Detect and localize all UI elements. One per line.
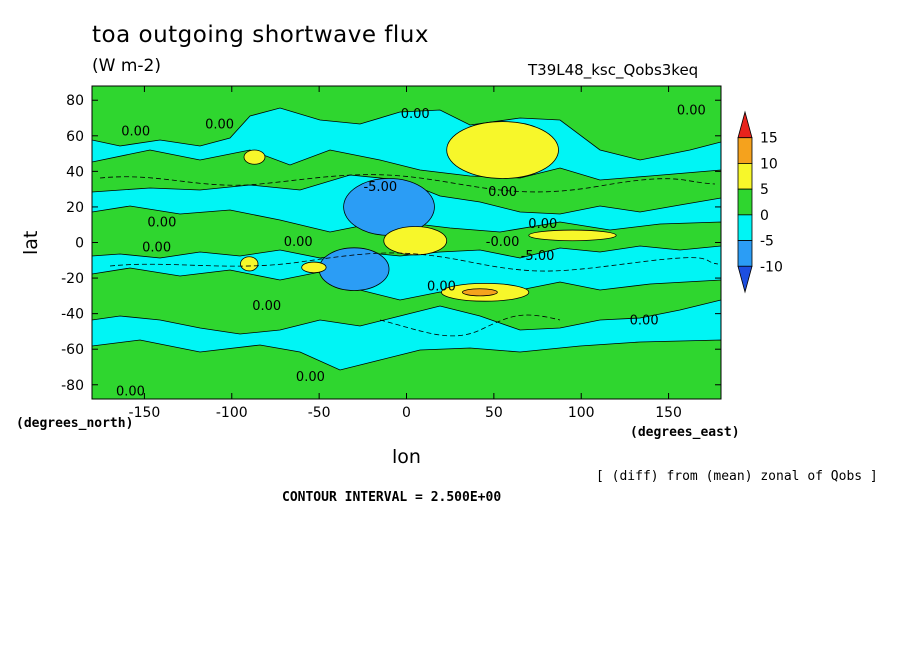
contour-feature-7 — [528, 229, 617, 242]
chart-units: (W m-2) — [92, 56, 161, 76]
contour-feature-2 — [243, 149, 266, 165]
colorbar-segment — [737, 188, 753, 216]
band-north-green — [92, 86, 721, 161]
contour-label-1: 0.00 — [205, 118, 234, 133]
contour-label-3: 0.00 — [677, 103, 706, 118]
contour-label-14: 0.00 — [630, 313, 659, 328]
contour-label-15: 0.00 — [296, 370, 325, 385]
x-tick-label: 150 — [655, 405, 682, 421]
colorbar-segment — [737, 265, 753, 294]
colorbar-label: 10 — [760, 156, 778, 172]
field-layer — [92, 86, 721, 399]
y-tick-label: -20 — [61, 271, 84, 287]
x-tick-label: 100 — [568, 405, 595, 421]
colorbar-label: 15 — [760, 131, 778, 147]
y-tick-label: -40 — [61, 307, 84, 323]
contour-label-16: 0.00 — [116, 384, 145, 399]
contour-label-9: -0.00 — [486, 235, 520, 250]
y-tick-label: 40 — [66, 164, 84, 180]
contour-feature-9 — [462, 288, 498, 297]
colorbar-segment — [737, 110, 753, 139]
contour-label-5: 0.00 — [488, 185, 517, 200]
diff-note: [ (diff) from (mean) zonal of Qobs ] — [596, 469, 878, 484]
x-units: (degrees_east) — [630, 425, 740, 440]
contour-feature-1 — [446, 121, 559, 179]
colorbar-label: 5 — [760, 182, 769, 198]
y-tick-label: -60 — [61, 342, 84, 358]
x-tick-label: -100 — [216, 405, 248, 421]
contour-label-11: 0.00 — [142, 240, 171, 255]
y-tick-label: 60 — [66, 129, 84, 145]
contour-label-13: 0.00 — [252, 299, 281, 314]
contour-label-10: -5.00 — [521, 249, 555, 264]
y-tick-label: 0 — [75, 236, 84, 252]
y-units: (degrees_north) — [16, 416, 134, 431]
run-label: T39L48_ksc_Qobs3keq — [528, 61, 699, 79]
neg-contour-2 — [109, 252, 719, 272]
colorbar-segment — [737, 214, 753, 241]
chart-title: toa outgoing shortwave flux — [92, 22, 429, 48]
neg-contour-1 — [99, 174, 716, 193]
colorbar-label: -10 — [760, 259, 783, 275]
contour-label-2: 0.00 — [401, 107, 430, 122]
contour-interval: CONTOUR INTERVAL = 2.500E+00 — [282, 490, 502, 505]
contour-label-8: 0.00 — [284, 235, 313, 250]
contour-feature-10 — [318, 247, 390, 291]
neg-contour-3 — [379, 314, 561, 337]
contour-feature-6 — [383, 226, 448, 256]
contour-label-6: 0.00 — [147, 215, 176, 230]
x-axis-label: lon — [392, 446, 421, 468]
y-tick-label: -80 — [61, 378, 84, 394]
contour-feature-12 — [301, 261, 327, 274]
contour-label-4: -5.00 — [363, 180, 397, 195]
x-tick-label: -150 — [129, 405, 161, 421]
y-tick-label: 80 — [66, 93, 84, 109]
contour-feature-11 — [240, 256, 259, 272]
y-tick-label: 20 — [66, 200, 84, 216]
colorbar-label: 0 — [760, 208, 769, 224]
band-polar-green — [92, 339, 721, 399]
colorbar-segment — [737, 163, 753, 190]
x-tick-label: -50 — [308, 405, 331, 421]
colorbar-label: -5 — [760, 234, 774, 250]
contour-label-12: 0.00 — [427, 279, 456, 294]
x-tick-label: 0 — [402, 405, 411, 421]
contour-label-0: 0.00 — [121, 125, 150, 140]
colorbar-segment — [737, 240, 753, 267]
colorbar-segment — [737, 137, 753, 164]
x-tick-label: 50 — [485, 405, 503, 421]
contour-label-7: 0.00 — [528, 217, 557, 232]
